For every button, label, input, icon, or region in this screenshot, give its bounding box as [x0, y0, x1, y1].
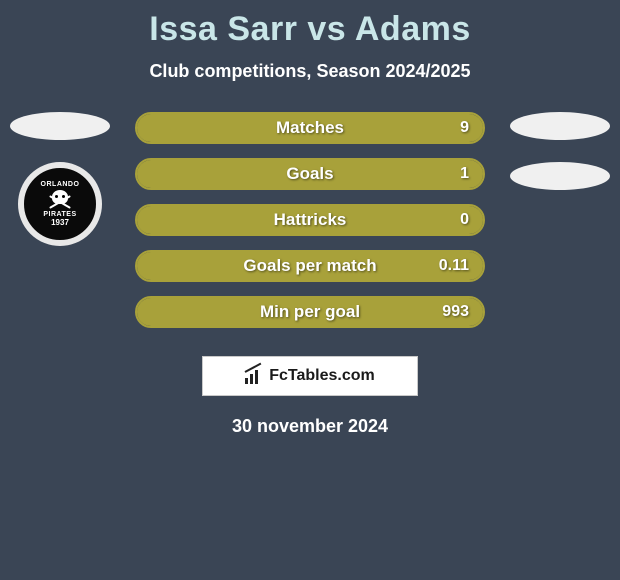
brand-text: FcTables.com	[269, 367, 375, 385]
stat-label: Min per goal	[137, 302, 483, 322]
stat-right-value: 1	[460, 165, 469, 183]
stat-right-value: 993	[442, 303, 469, 321]
badge-name-top: ORLANDO	[41, 181, 80, 188]
left-player-column: ORLANDO PIRATES 1937	[10, 112, 110, 246]
page-title: Issa Sarr vs Adams	[0, 0, 620, 49]
date-label: 30 november 2024	[0, 416, 620, 437]
left-club-badge: ORLANDO PIRATES 1937	[18, 162, 102, 246]
stat-label: Goals per match	[137, 256, 483, 276]
stat-bar: Goals per match0.11	[135, 250, 485, 282]
stat-label: Matches	[137, 118, 483, 138]
stat-bar: Matches9	[135, 112, 485, 144]
badge-year: 1937	[51, 218, 69, 227]
right-flag-icon	[510, 112, 610, 140]
left-flag-icon	[10, 112, 110, 140]
stat-bar: Min per goal993	[135, 296, 485, 328]
right-club-badge	[510, 162, 610, 190]
chart-icon	[245, 368, 263, 384]
stat-bar: Goals1	[135, 158, 485, 190]
stat-right-value: 9	[460, 119, 469, 137]
stat-bars: Matches9Goals1Hattricks0Goals per match0…	[135, 112, 485, 328]
stat-right-value: 0	[460, 211, 469, 229]
badge-name-bottom: PIRATES	[43, 211, 76, 218]
stat-right-value: 0.11	[439, 257, 469, 275]
brand-link[interactable]: FcTables.com	[202, 356, 418, 396]
stat-label: Goals	[137, 164, 483, 184]
right-player-column	[510, 112, 610, 212]
stat-area: ORLANDO PIRATES 1937 Matches9 Goals1 Hattr…	[0, 112, 620, 328]
skull-crossbones-icon	[48, 190, 72, 210]
stat-bar: Hattricks0	[135, 204, 485, 236]
stat-label: Hattricks	[137, 210, 483, 230]
subtitle: Club competitions, Season 2024/2025	[0, 61, 620, 82]
